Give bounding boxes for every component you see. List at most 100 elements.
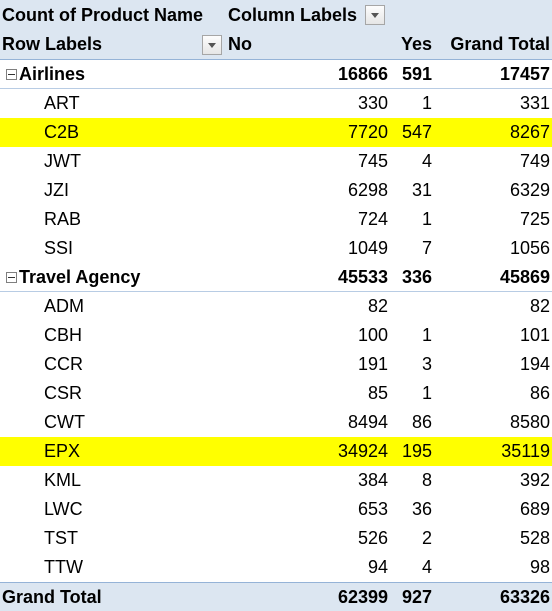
item-yes: 31 — [411, 180, 432, 200]
item-total: 331 — [519, 93, 550, 113]
item-label: CCR — [44, 354, 83, 374]
item-total: 86 — [529, 383, 550, 403]
item-total: 725 — [519, 209, 550, 229]
item-label: LWC — [44, 499, 83, 519]
group-row[interactable]: Airlines 16866 591 17457 — [0, 60, 552, 89]
row-labels-header[interactable]: Row Labels — [0, 34, 228, 55]
item-no: 526 — [357, 528, 388, 548]
row-labels-filter-icon[interactable] — [202, 34, 222, 55]
item-total: 101 — [519, 325, 550, 345]
col-no-label: No — [228, 34, 252, 54]
item-no: 34924 — [337, 441, 388, 461]
group-yes: 591 — [401, 63, 432, 84]
item-total: 392 — [519, 470, 550, 490]
item-row[interactable]: RAB 724 1 725 — [0, 205, 552, 234]
item-row[interactable]: CCR 191 3 194 — [0, 350, 552, 379]
col-no-header: No — [228, 34, 392, 55]
item-total: 82 — [529, 296, 550, 316]
item-label: JZI — [44, 180, 69, 200]
item-row[interactable]: TTW 94 4 98 — [0, 553, 552, 582]
item-label: RAB — [44, 209, 82, 229]
grand-total-label: Grand Total — [2, 586, 102, 607]
item-yes: 547 — [401, 122, 432, 142]
item-total: 98 — [529, 557, 550, 577]
item-no: 384 — [357, 470, 388, 490]
item-row[interactable]: ART 330 1 331 — [0, 89, 552, 118]
col-grand-total-header: Grand Total — [450, 34, 550, 54]
item-no: 85 — [367, 383, 388, 403]
column-labels-header[interactable]: Column Labels — [228, 5, 552, 26]
item-total: 35119 — [501, 441, 550, 461]
item-label: CWT — [44, 412, 85, 432]
item-row[interactable]: JWT 745 4 749 — [0, 147, 552, 176]
item-total: 8267 — [509, 122, 550, 142]
collapse-icon[interactable] — [6, 272, 17, 284]
group-label: Travel Agency — [19, 266, 141, 287]
grand-total-yes: 927 — [401, 586, 432, 607]
group-label: Airlines — [19, 63, 86, 84]
item-yes: 86 — [411, 412, 432, 432]
item-label: TST — [44, 528, 78, 548]
item-total: 749 — [519, 151, 550, 171]
item-yes: 8 — [421, 470, 432, 490]
item-no: 653 — [357, 499, 388, 519]
item-no: 8494 — [347, 412, 388, 432]
item-label: CBH — [44, 325, 83, 345]
item-yes: 1 — [421, 209, 432, 229]
item-total: 1056 — [509, 238, 550, 258]
item-row[interactable]: CWT 8494 86 8580 — [0, 408, 552, 437]
item-label: ART — [44, 93, 80, 113]
column-labels-filter-icon[interactable] — [365, 5, 386, 25]
item-row[interactable]: LWC 653 36 689 — [0, 495, 552, 524]
item-yes: 3 — [421, 354, 432, 374]
item-yes: 195 — [401, 441, 432, 461]
item-no: 1049 — [347, 238, 388, 258]
item-yes: 7 — [421, 238, 432, 258]
item-yes: 2 — [421, 528, 432, 548]
item-no: 82 — [367, 296, 388, 316]
col-yes-header: Yes — [400, 34, 432, 54]
measure-name[interactable]: Count of Product Name — [2, 4, 203, 25]
pivot-header-row-1: Count of Product Name Column Labels — [0, 0, 552, 30]
item-label: SSI — [44, 238, 74, 258]
item-label: C2B — [44, 122, 80, 142]
item-row[interactable]: SSI 1049 7 1056 — [0, 234, 552, 263]
item-label: JWT — [44, 151, 81, 171]
item-yes: 4 — [421, 151, 432, 171]
row-labels-label: Row Labels — [2, 34, 103, 54]
item-label: EPX — [44, 441, 81, 461]
item-row[interactable]: ADM 82 82 — [0, 292, 552, 321]
item-row[interactable]: EPX 34924 195 35119 — [0, 437, 552, 466]
item-no: 100 — [357, 325, 388, 345]
item-yes: 1 — [421, 383, 432, 403]
item-total: 528 — [519, 528, 550, 548]
item-row[interactable]: CSR 85 1 86 — [0, 379, 552, 408]
item-no: 6298 — [347, 180, 388, 200]
collapse-icon[interactable] — [6, 69, 17, 81]
item-total: 8580 — [509, 412, 550, 432]
item-label: TTW — [44, 557, 83, 577]
item-label: ADM — [44, 296, 84, 316]
group-row[interactable]: Travel Agency 45533 336 45869 — [0, 263, 552, 292]
group-total: 45869 — [499, 266, 550, 287]
grand-total-total: 63326 — [499, 586, 550, 607]
item-no: 330 — [357, 93, 388, 113]
item-no: 191 — [357, 354, 388, 374]
item-row[interactable]: JZI 6298 31 6329 — [0, 176, 552, 205]
group-total: 17457 — [499, 63, 550, 84]
grand-total-row[interactable]: Grand Total 62399 927 63326 — [0, 582, 552, 611]
item-row[interactable]: TST 526 2 528 — [0, 524, 552, 553]
item-no: 724 — [357, 209, 388, 229]
grand-total-no: 62399 — [337, 586, 388, 607]
group-label-cell: Airlines — [0, 64, 228, 85]
item-row[interactable]: KML 384 8 392 — [0, 466, 552, 495]
item-row[interactable]: C2B 7720 547 8267 — [0, 118, 552, 147]
group-no: 45533 — [337, 266, 388, 287]
item-row[interactable]: CBH 100 1 101 — [0, 321, 552, 350]
item-total: 689 — [519, 499, 550, 519]
item-label: KML — [44, 470, 82, 490]
item-total: 194 — [519, 354, 550, 374]
item-no: 7720 — [347, 122, 388, 142]
item-no: 94 — [367, 557, 388, 577]
